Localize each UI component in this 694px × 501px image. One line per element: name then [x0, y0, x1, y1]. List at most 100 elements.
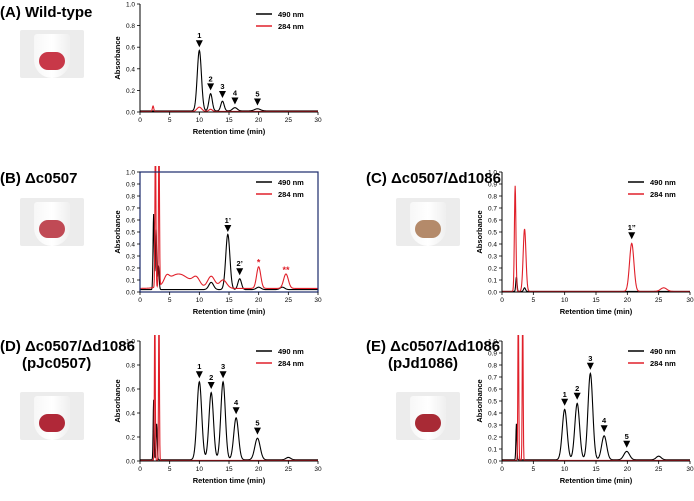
- peak-label: 1’’: [628, 223, 636, 232]
- y-tick-label: 0.6: [126, 387, 135, 394]
- x-tick-label: 30: [314, 466, 322, 473]
- legend-label: 284 nm: [650, 359, 676, 368]
- panel-title-line: (C) Δc0507/Δd1086: [366, 170, 501, 187]
- peak-marker-icon: [207, 382, 215, 389]
- peak-marker-icon: [231, 97, 239, 105]
- chart-panel-c: 0.0 0.1 0.2 0.3 0.4 0.5 0.6 0.7 0.8 0.9 1.0 0 5 10 15 2…: [475, 170, 694, 317]
- pigment-drop: [415, 220, 441, 238]
- legend-label: 490 nm: [278, 178, 304, 187]
- y-tick-label: 0.5: [488, 399, 497, 406]
- peak-label: 3: [220, 82, 224, 91]
- y-tick-label: 0.0: [126, 110, 135, 117]
- peak-label: **: [282, 265, 290, 275]
- peak-label: 1: [197, 362, 201, 371]
- y-tick-label: 0.8: [488, 363, 497, 370]
- peak-marker-icon: [253, 427, 261, 435]
- y-tick-label: 0.9: [488, 182, 497, 189]
- y-tick-label: 1.0: [126, 2, 135, 9]
- y-tick-label: 0.4: [126, 411, 135, 418]
- x-tick-label: 30: [686, 297, 694, 304]
- panel-title-line: (E) Δc0507/Δd1086: [366, 338, 501, 355]
- panel-title: (B) Δc0507: [0, 170, 77, 187]
- sample-tube-photo: [20, 392, 84, 440]
- peak-marker-icon: [207, 83, 215, 91]
- legend-label: 490 nm: [650, 178, 676, 187]
- x-tick-label: 10: [196, 466, 204, 473]
- peak-label: 1: [197, 31, 201, 40]
- x-tick-label: 30: [314, 297, 322, 304]
- y-tick-label: 0.0: [488, 290, 497, 297]
- x-tick-label: 5: [168, 466, 172, 473]
- y-tick-label: 0.4: [488, 411, 497, 418]
- panel-title: (D) Δc0507/Δd1086 (pJc0507): [0, 338, 135, 372]
- y-axis-label: Absorbance: [113, 36, 122, 79]
- x-tick-label: 15: [225, 117, 233, 124]
- y-tick-label: 0.6: [488, 387, 497, 394]
- peak-marker-icon: [195, 371, 203, 379]
- y-tick-label: 1.0: [488, 339, 497, 346]
- panel-title-line: (pJc0507): [22, 355, 92, 372]
- legend-label: 490 nm: [278, 347, 304, 356]
- y-tick-label: 1.0: [488, 170, 497, 177]
- peak-marker-icon: [218, 90, 226, 98]
- panel-title-line: (D) Δc0507/Δd1086: [0, 338, 135, 355]
- x-tick-label: 10: [196, 297, 204, 304]
- peak-label: 2: [209, 373, 213, 382]
- sample-tube-photo: [396, 392, 460, 440]
- x-tick-label: 0: [500, 466, 504, 473]
- peak-marker-icon: [236, 268, 244, 276]
- y-axis-label: Absorbance: [113, 379, 122, 422]
- peak-label: 4: [233, 88, 238, 97]
- x-axis-label: Retention time (min): [193, 127, 266, 136]
- peak-label: 3: [588, 354, 592, 363]
- series-line-490-nm: [140, 380, 318, 461]
- x-tick-label: 25: [655, 297, 663, 304]
- peak-label: 2: [575, 384, 579, 393]
- sample-tube-photo: [20, 198, 84, 246]
- chart-panel-a: 0.00.20.40.60.81.00 5 10 15 20 25 30Retention …: [113, 2, 322, 137]
- x-tick-label: 25: [285, 466, 293, 473]
- x-tick-label: 15: [225, 466, 233, 473]
- x-tick-label: 0: [500, 297, 504, 304]
- y-tick-label: 0.5: [126, 230, 135, 237]
- series-line-284-nm: [502, 185, 690, 292]
- y-tick-label: 0.5: [488, 230, 497, 237]
- panel-title-line: (A) Wild-type: [0, 4, 93, 21]
- y-tick-label: 0.2: [488, 266, 497, 273]
- y-tick-label: 0.2: [126, 88, 135, 95]
- y-tick-label: 0.8: [488, 194, 497, 201]
- peak-label: 2: [209, 74, 213, 83]
- x-tick-label: 20: [624, 297, 632, 304]
- peak-label: 3: [221, 362, 225, 371]
- peak-label: 1: [563, 390, 567, 399]
- peak-label: 5: [255, 90, 259, 99]
- peak-label: 4: [234, 398, 239, 407]
- series-line-284-nm: [140, 105, 318, 112]
- y-tick-label: 0.4: [126, 66, 135, 73]
- y-tick-label: 0.7: [488, 375, 497, 382]
- y-tick-label: 0.3: [488, 423, 497, 430]
- y-tick-label: 0.2: [126, 266, 135, 273]
- y-tick-label: 0.1: [488, 447, 497, 454]
- x-tick-label: 25: [655, 466, 663, 473]
- series-line-284-nm: [140, 335, 318, 461]
- y-tick-label: 0.3: [126, 254, 135, 261]
- peak-label: 1’: [225, 216, 231, 225]
- x-tick-label: 30: [314, 117, 322, 124]
- peak-marker-icon: [600, 425, 608, 433]
- y-axis-label: Absorbance: [113, 210, 122, 253]
- y-tick-label: 0.9: [126, 182, 135, 189]
- x-tick-label: 10: [196, 117, 204, 124]
- peak-marker-icon: [195, 40, 203, 48]
- y-tick-label: 0.9: [488, 351, 497, 358]
- y-tick-label: 0.6: [126, 218, 135, 225]
- peak-marker-icon: [628, 232, 636, 240]
- x-tick-label: 15: [225, 297, 233, 304]
- x-tick-label: 5: [168, 297, 172, 304]
- y-axis-label: Absorbance: [475, 210, 484, 253]
- y-tick-label: 0.4: [126, 242, 135, 249]
- legend-label: 284 nm: [278, 22, 304, 31]
- x-tick-label: 10: [561, 297, 569, 304]
